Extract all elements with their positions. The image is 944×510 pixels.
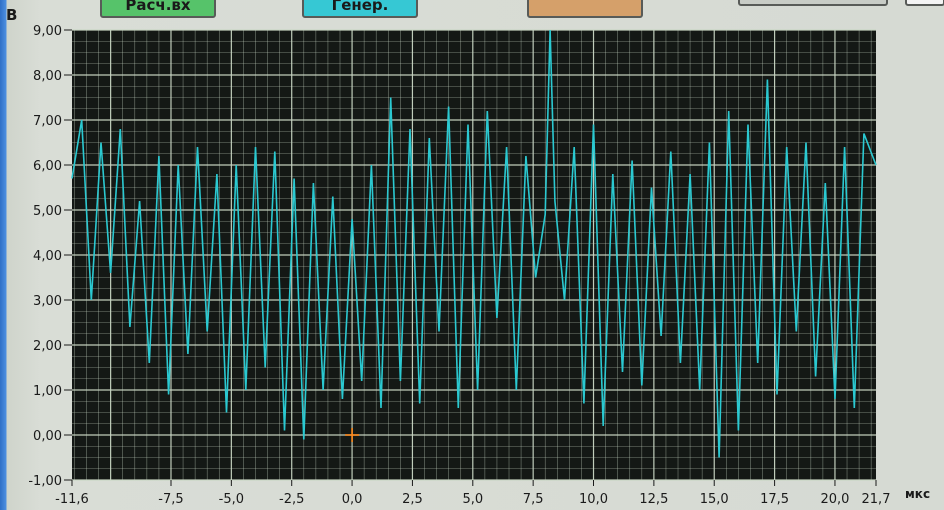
x-tick-label: 12,5 [639, 492, 668, 507]
x-tick-label: -7,5 [158, 492, 183, 507]
y-tick-label: 6,00 [33, 159, 62, 174]
generator-button[interactable]: Генер. [302, 0, 418, 18]
x-tick-label: -2,5 [279, 492, 304, 507]
y-axis-ticks: 9,00 8,00 7,00 6,00 5,00 4,00 3,00 2,00 1,00 0,00… [28, 24, 72, 489]
y-tick-label: 3,00 [33, 294, 62, 309]
x-tick-label: -11,6 [55, 492, 89, 507]
x-tick-label: 10,0 [579, 492, 608, 507]
x-axis-ticks: -11,6 -7,5 -5,0 -2,5 0,0 2,5 5,0 7,5 10,0 12,5 15,… [55, 480, 890, 507]
fourth-toolbar-button[interactable] [738, 0, 888, 6]
x-tick-label: 21,7 [862, 492, 891, 507]
x-tick-label: 17,5 [760, 492, 789, 507]
x-tick-label: 20,0 [820, 492, 849, 507]
third-toolbar-button[interactable] [527, 0, 643, 18]
y-tick-label: 2,00 [33, 339, 62, 354]
x-axis-unit-label: мкс [905, 487, 931, 501]
x-tick-label: 5,0 [462, 492, 483, 507]
x-tick-label: -5,0 [219, 492, 244, 507]
y-tick-label: 0,00 [33, 429, 62, 444]
y-axis-unit-label: В [6, 6, 18, 24]
y-tick-label: 4,00 [33, 249, 62, 264]
y-tick-label: 7,00 [33, 114, 62, 129]
x-tick-label: 0,0 [342, 492, 363, 507]
y-tick-label: 9,00 [33, 24, 62, 39]
y-tick-label: -1,00 [28, 474, 62, 489]
x-tick-label: 2,5 [402, 492, 423, 507]
y-tick-label: 5,00 [33, 204, 62, 219]
y-tick-label: 1,00 [33, 384, 62, 399]
cursor-marker[interactable] [345, 428, 360, 442]
x-tick-label: 7,5 [523, 492, 544, 507]
x-tick-label: 15,0 [700, 492, 729, 507]
signal-trace [71, 29, 877, 458]
y-tick-label: 8,00 [33, 69, 62, 84]
calc-input-button[interactable]: Расч.вх [100, 0, 216, 18]
